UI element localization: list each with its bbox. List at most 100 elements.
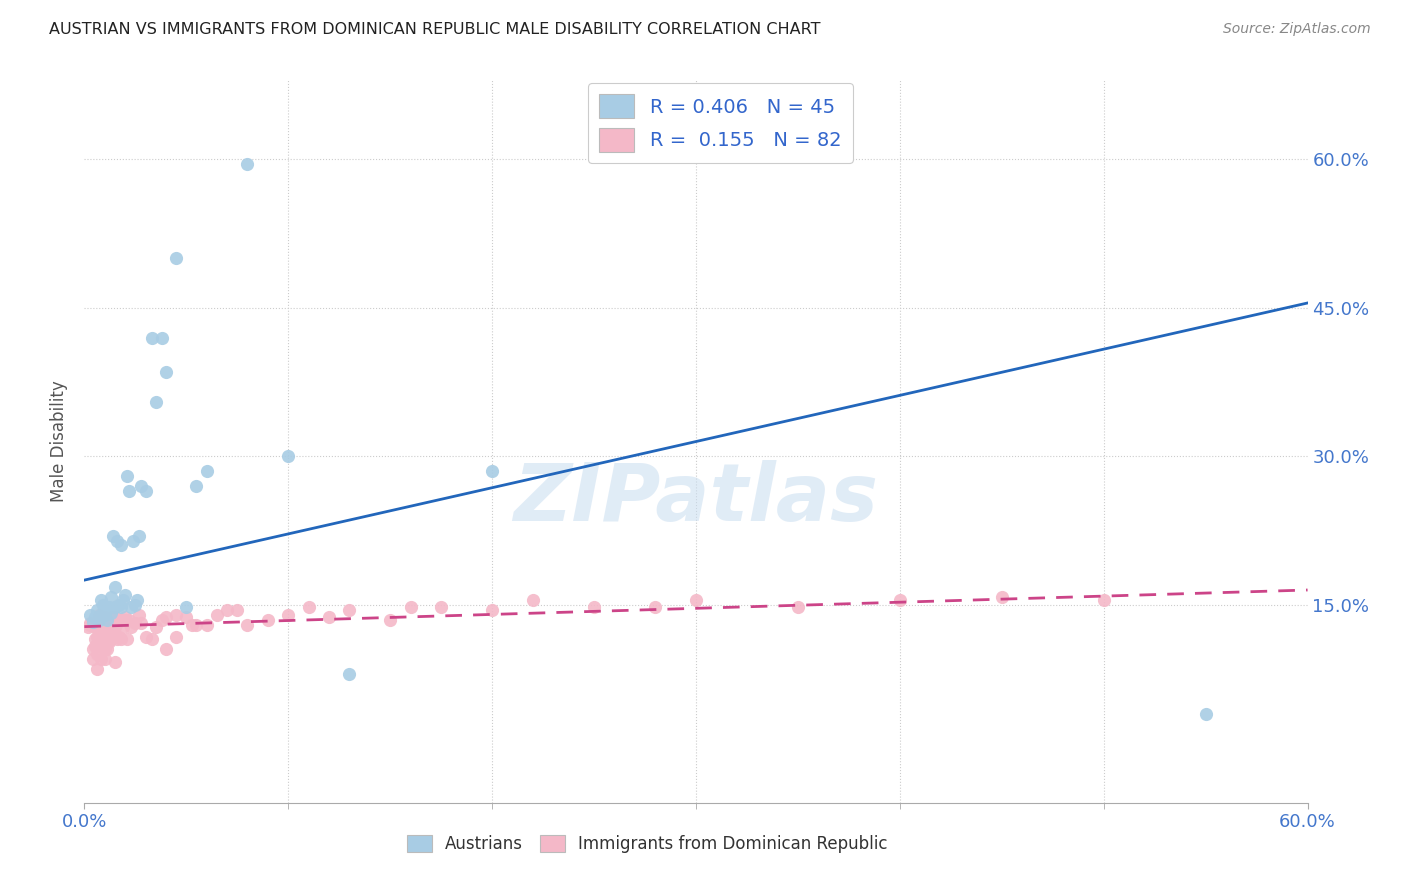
Point: [155, 365, 177, 379]
Point: [145, 395, 167, 409]
Point: [91, 635, 114, 649]
Point: [186, 479, 208, 493]
Point: [481, 603, 503, 617]
Point: [104, 580, 127, 594]
Point: [120, 599, 142, 614]
Point: [82, 652, 104, 666]
Point: [339, 603, 361, 617]
Point: [83, 619, 105, 633]
Point: [128, 607, 150, 622]
Point: [104, 599, 127, 614]
Point: [380, 613, 402, 627]
Point: [257, 613, 280, 627]
Point: [112, 619, 135, 633]
Point: [79, 615, 101, 630]
Point: [100, 609, 122, 624]
Point: [1092, 593, 1115, 607]
Point: [87, 613, 110, 627]
Point: [87, 607, 110, 622]
Point: [889, 593, 911, 607]
Point: [141, 330, 163, 344]
Point: [141, 632, 163, 647]
Point: [105, 632, 128, 647]
Point: [174, 609, 197, 624]
Point: [124, 615, 146, 630]
Point: [97, 599, 120, 614]
Point: [195, 617, 218, 632]
Point: [93, 630, 115, 644]
Point: [100, 590, 122, 604]
Point: [100, 632, 122, 647]
Point: [108, 598, 131, 612]
Point: [90, 627, 112, 641]
Point: [108, 630, 131, 644]
Text: Source: ZipAtlas.com: Source: ZipAtlas.com: [1223, 22, 1371, 37]
Point: [217, 603, 239, 617]
Point: [96, 642, 118, 657]
Point: [128, 528, 150, 542]
Point: [583, 599, 606, 614]
Point: [430, 599, 453, 614]
Point: [131, 479, 153, 493]
Point: [77, 619, 100, 633]
Text: AUSTRIAN VS IMMIGRANTS FROM DOMINICAN REPUBLIC MALE DISABILITY CORRELATION CHART: AUSTRIAN VS IMMIGRANTS FROM DOMINICAN RE…: [49, 22, 821, 37]
Point: [90, 607, 112, 622]
Point: [481, 464, 503, 478]
Point: [90, 652, 112, 666]
Point: [101, 528, 124, 542]
Point: [145, 619, 167, 633]
Point: [96, 613, 118, 627]
Point: [131, 615, 153, 630]
Point: [112, 593, 135, 607]
Point: [110, 613, 132, 627]
Point: [104, 655, 127, 669]
Y-axis label: Male Disability: Male Disability: [51, 381, 69, 502]
Point: [277, 607, 299, 622]
Point: [91, 619, 114, 633]
Point: [135, 483, 157, 498]
Point: [86, 648, 108, 662]
Point: [114, 588, 136, 602]
Point: [155, 642, 177, 657]
Point: [277, 450, 299, 464]
Point: [150, 330, 173, 344]
Point: [787, 599, 810, 614]
Point: [87, 615, 110, 630]
Point: [105, 615, 128, 630]
Point: [118, 483, 141, 498]
Point: [93, 652, 115, 666]
Point: [83, 609, 105, 624]
Point: [93, 607, 115, 622]
Point: [174, 599, 197, 614]
Text: ZIPatlas: ZIPatlas: [513, 460, 879, 539]
Point: [399, 599, 422, 614]
Point: [122, 533, 145, 548]
Point: [115, 469, 138, 483]
Point: [236, 617, 259, 632]
Point: [124, 598, 146, 612]
Point: [83, 632, 105, 647]
Point: [86, 603, 108, 617]
Point: [79, 607, 101, 622]
Point: [205, 607, 228, 622]
Point: [101, 623, 124, 637]
Point: [318, 609, 340, 624]
Point: [82, 642, 104, 657]
Point: [165, 607, 187, 622]
Point: [165, 630, 187, 644]
Point: [115, 632, 138, 647]
Point: [155, 609, 177, 624]
Point: [83, 640, 105, 654]
Point: [991, 590, 1014, 604]
Point: [93, 609, 115, 624]
Point: [127, 593, 149, 607]
Point: [82, 615, 104, 629]
Point: [165, 252, 187, 266]
Point: [90, 593, 112, 607]
Point: [96, 627, 118, 641]
Point: [93, 599, 115, 614]
Point: [100, 606, 122, 620]
Point: [86, 662, 108, 676]
Point: [101, 609, 124, 624]
Point: [150, 613, 173, 627]
